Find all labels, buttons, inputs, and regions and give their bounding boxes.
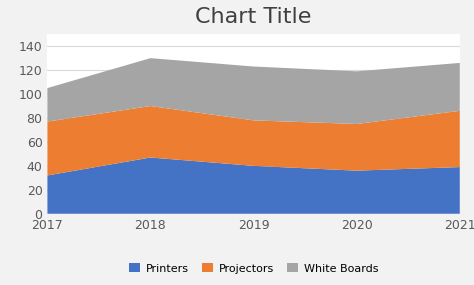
- Title: Chart Title: Chart Title: [195, 7, 312, 27]
- Legend: Printers, Projectors, White Boards: Printers, Projectors, White Boards: [125, 259, 383, 278]
